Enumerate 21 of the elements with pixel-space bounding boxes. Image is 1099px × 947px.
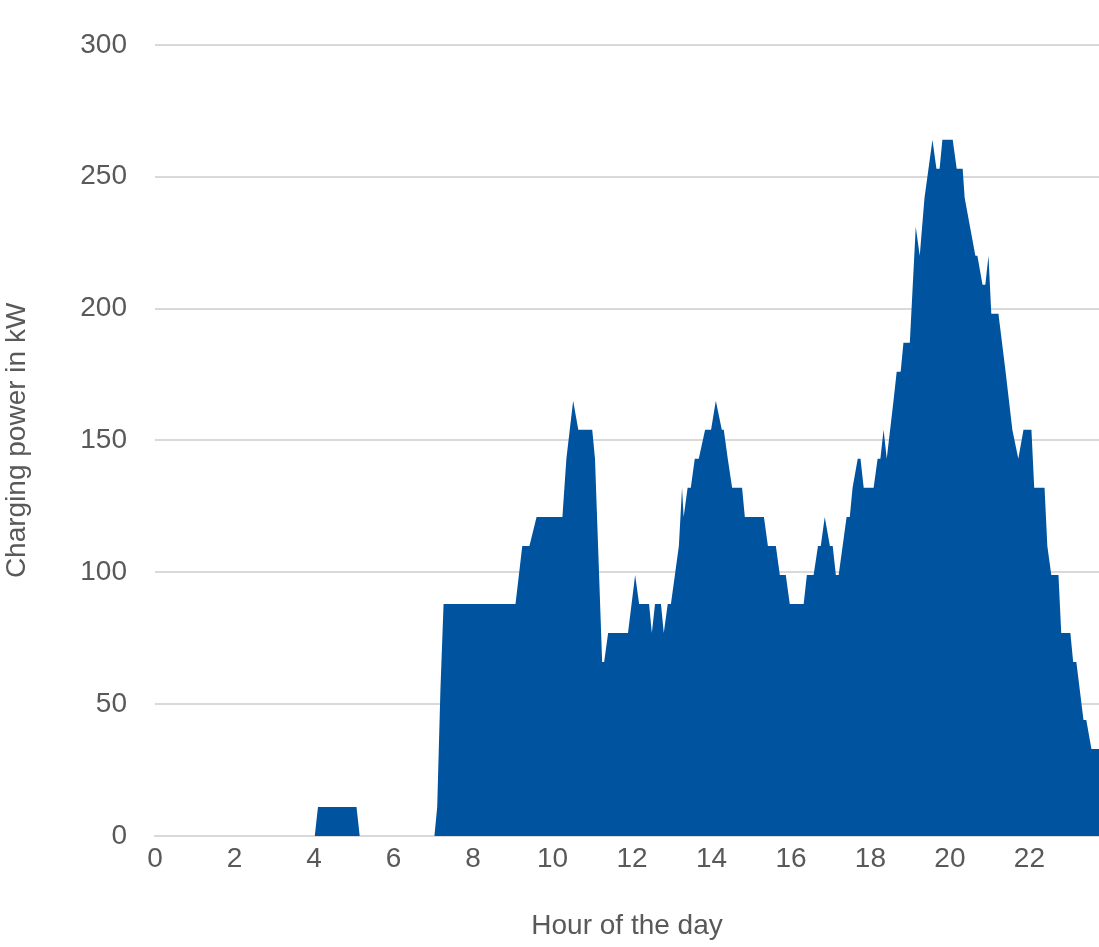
x-tick-label: 10 xyxy=(536,841,569,873)
y-tick-label: 150 xyxy=(80,423,127,455)
y-tick-label: 200 xyxy=(80,291,127,323)
y-tick-label: 0 xyxy=(111,818,127,850)
x-tick-label: 16 xyxy=(775,841,807,873)
x-tick-label: 2 xyxy=(226,841,243,873)
x-tick-label: 0 xyxy=(147,841,163,873)
y-tick-label: 300 xyxy=(80,27,127,59)
x-axis-title: Hour of the day xyxy=(531,908,723,940)
x-tick-label: 18 xyxy=(854,841,887,873)
x-tick-label: 6 xyxy=(385,841,402,873)
x-tick-label: 4 xyxy=(306,841,322,873)
x-tick-label: 8 xyxy=(465,841,481,873)
x-tick-label: 12 xyxy=(616,841,648,873)
x-tick-label: 20 xyxy=(934,841,966,873)
y-tick-label: 100 xyxy=(80,554,127,586)
y-axis-title: Charging power in kW xyxy=(0,302,31,579)
y-tick-label: 250 xyxy=(80,159,127,191)
x-tick-label: 14 xyxy=(695,841,728,873)
y-tick-label: 50 xyxy=(95,686,127,718)
x-tick-label: 22 xyxy=(1013,841,1046,873)
